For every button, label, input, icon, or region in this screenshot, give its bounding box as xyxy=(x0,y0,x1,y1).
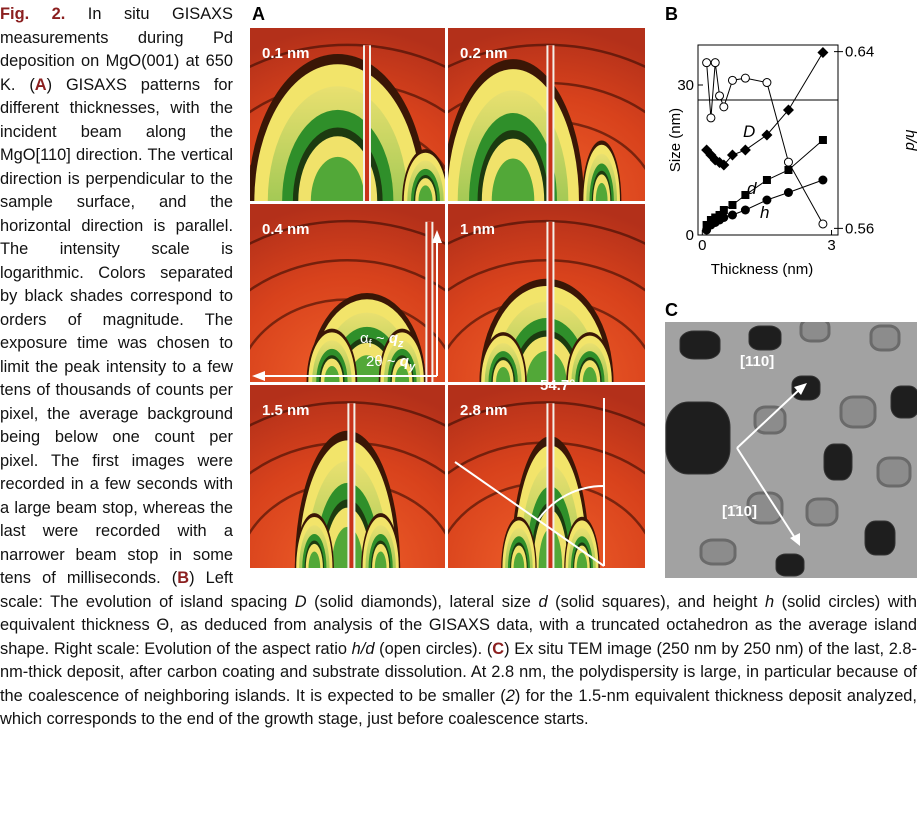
caption-panel: C xyxy=(492,640,504,658)
direction-label: [1̄10] xyxy=(722,503,757,520)
tem-image xyxy=(665,319,917,578)
y2-tick-label: 0.56 xyxy=(845,220,874,237)
annotation-part: y xyxy=(408,361,416,373)
page: {"caption": {"runs": ["Fig. 2.", " In si… xyxy=(0,0,917,823)
annotation-part: ~ xyxy=(372,330,389,347)
y2-axis-label: h/d xyxy=(902,130,917,152)
point xyxy=(728,76,736,84)
thickness-label: 0.4 nm xyxy=(262,221,310,238)
beam-stop xyxy=(365,45,369,218)
panel-label: B xyxy=(665,4,678,24)
island xyxy=(841,397,875,427)
point xyxy=(719,213,728,222)
y2-tick-label: 0.64 xyxy=(845,44,874,61)
figure: A B C 0.1 nm 0.2 nm 0.4 nm 1 nm 1.5 nm 2.8 nm… xyxy=(0,0,917,580)
island xyxy=(824,444,852,480)
series-label: d xyxy=(747,179,757,198)
y-tick-label: 30 xyxy=(677,77,694,94)
point xyxy=(703,59,711,67)
beam-stop xyxy=(427,222,431,400)
annotation-part: q xyxy=(389,330,398,347)
island xyxy=(891,386,917,418)
island xyxy=(666,402,730,474)
point xyxy=(763,79,771,87)
island xyxy=(807,499,837,525)
thickness-label: 1.5 nm xyxy=(262,402,310,419)
annotation-part: 2θ ~ xyxy=(366,353,400,370)
point xyxy=(716,92,724,100)
beam-stop xyxy=(548,222,552,400)
angle-label: 54.7° xyxy=(540,377,575,394)
x-tick-label: 3 xyxy=(827,237,835,254)
direction-label: [110] xyxy=(740,353,774,370)
island xyxy=(680,331,720,359)
panel-label: C xyxy=(665,300,678,320)
island xyxy=(701,540,735,564)
caption-ref: 2 xyxy=(506,687,515,705)
tem-panel: [110] [1̄10] xyxy=(665,319,917,578)
thickness-label: 0.2 nm xyxy=(460,45,508,62)
point xyxy=(763,176,771,184)
caption-text: (open circles). ( xyxy=(374,640,492,658)
caption-text: (solid squares), and height xyxy=(548,593,765,611)
island xyxy=(865,521,895,555)
y-tick-label: 0 xyxy=(686,227,694,244)
panel-label: A xyxy=(252,4,265,24)
caption-symbol: h/d xyxy=(352,640,375,658)
x-tick-label: 0 xyxy=(698,237,706,254)
point xyxy=(740,145,751,156)
annotation-part: q xyxy=(400,353,409,370)
series-label: h xyxy=(760,203,769,222)
point xyxy=(728,211,737,220)
point xyxy=(819,220,827,228)
series-label: D xyxy=(743,122,755,141)
caption-symbol: D xyxy=(295,593,307,611)
thickness-label: 1 nm xyxy=(460,221,495,238)
beam-stop xyxy=(349,403,353,580)
chart: 0 30 0.56 0.64 0 3 Thickness (nm) Size (nm) h/d D… xyxy=(667,44,917,278)
point xyxy=(711,59,719,67)
point xyxy=(728,201,736,209)
point xyxy=(819,136,827,144)
caption-symbol: d xyxy=(538,593,547,611)
island xyxy=(776,554,804,576)
point xyxy=(818,176,827,185)
page-body: Fig. 2. In situ GISAXS measurements duri… xyxy=(0,0,917,823)
beam-stop xyxy=(548,45,552,218)
thickness-label: 0.1 nm xyxy=(262,45,310,62)
point xyxy=(784,188,793,197)
island xyxy=(871,326,899,350)
point xyxy=(741,74,749,82)
point xyxy=(784,158,792,166)
island xyxy=(755,407,785,433)
beam-stop xyxy=(548,403,552,580)
island xyxy=(801,319,829,341)
annotation-part: z xyxy=(397,338,404,350)
island xyxy=(878,458,910,486)
caption-text: (solid diamonds), lateral size xyxy=(307,593,539,611)
point xyxy=(720,206,728,214)
point xyxy=(707,114,715,122)
x-axis-label: Thickness (nm) xyxy=(711,261,814,278)
point xyxy=(720,103,728,111)
annotation-part: α xyxy=(360,330,369,347)
point xyxy=(741,206,750,215)
y-axis-label: Size (nm) xyxy=(667,108,684,172)
thickness-label: 2.8 nm xyxy=(460,402,508,419)
caption-symbol: h xyxy=(765,593,774,611)
island xyxy=(749,326,781,350)
point xyxy=(817,47,828,58)
